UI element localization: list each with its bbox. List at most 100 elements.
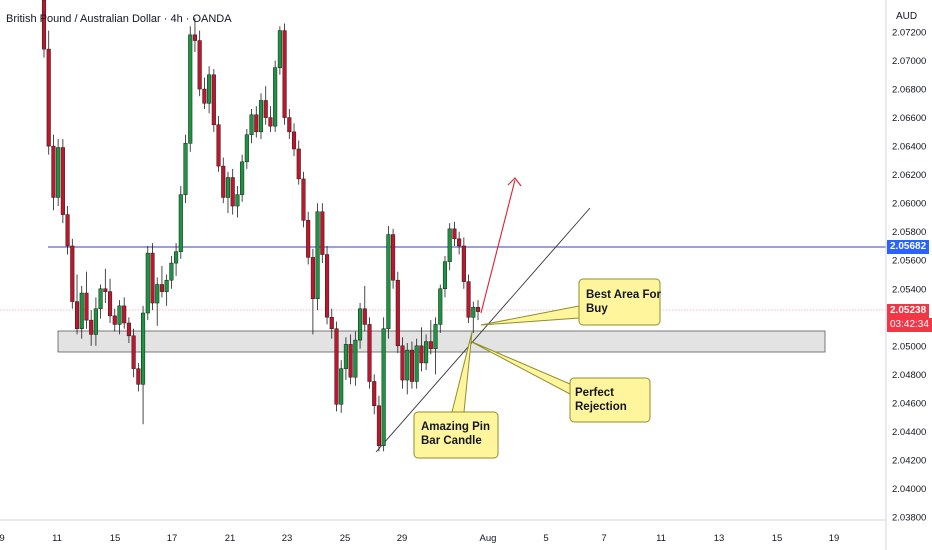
candle-body bbox=[334, 328, 339, 405]
time-tick-label: 23 bbox=[282, 533, 293, 544]
candle bbox=[409, 341, 415, 389]
candle-body bbox=[438, 288, 443, 325]
candle-body bbox=[235, 194, 240, 207]
candle-body bbox=[339, 368, 344, 405]
candle-body bbox=[466, 281, 471, 318]
candle-body bbox=[372, 381, 377, 406]
time-tick-label: 5 bbox=[543, 533, 548, 544]
candle bbox=[240, 154, 245, 202]
candle bbox=[169, 255, 174, 289]
candle bbox=[174, 243, 179, 276]
candle-body bbox=[409, 349, 415, 382]
candle-body bbox=[89, 319, 94, 335]
price-tick-label: 2.06200 bbox=[892, 170, 926, 181]
candle-body bbox=[400, 345, 405, 381]
candle-body bbox=[353, 339, 358, 378]
candle-body bbox=[471, 307, 476, 318]
perfect-rejection-callout[interactable] bbox=[569, 377, 651, 423]
candle-body bbox=[362, 308, 367, 325]
candles-group bbox=[41, 0, 481, 452]
candle-body bbox=[169, 262, 174, 281]
candle-body bbox=[240, 161, 245, 195]
candle bbox=[291, 123, 297, 157]
candle bbox=[254, 106, 259, 138]
candle-body bbox=[202, 88, 207, 104]
candle-body bbox=[287, 117, 292, 133]
candle bbox=[391, 228, 396, 289]
candle bbox=[442, 255, 448, 298]
level-price-label: 2.05682 bbox=[887, 240, 930, 254]
candle bbox=[244, 129, 249, 169]
currency-label[interactable]: AUD bbox=[896, 11, 918, 22]
candle-body bbox=[457, 238, 462, 247]
candle-body bbox=[155, 284, 160, 304]
candle-body bbox=[174, 251, 179, 264]
chart-title: British Pound / Australian Dollar · 4h ·… bbox=[6, 13, 232, 25]
candle-body bbox=[46, 48, 51, 147]
candle bbox=[282, 23, 287, 125]
candle bbox=[475, 300, 481, 321]
candle bbox=[107, 278, 113, 323]
candle bbox=[438, 284, 443, 333]
candle-body bbox=[107, 291, 113, 317]
candle bbox=[207, 66, 212, 114]
price-tick-label: 2.07200 bbox=[892, 28, 926, 39]
candle-body bbox=[93, 308, 98, 335]
candle bbox=[117, 300, 122, 335]
candle-body bbox=[41, 0, 47, 50]
candle-body bbox=[117, 305, 122, 325]
candle bbox=[306, 211, 311, 265]
candle-body bbox=[60, 147, 65, 215]
candle bbox=[225, 171, 231, 214]
candle bbox=[315, 203, 320, 311]
candle bbox=[235, 186, 240, 218]
candle-body bbox=[329, 317, 334, 329]
candle-body bbox=[324, 254, 330, 318]
pin-bar-callout[interactable] bbox=[413, 411, 499, 459]
candle-body bbox=[395, 279, 400, 347]
candle bbox=[405, 342, 410, 395]
time-tick-label: 21 bbox=[225, 533, 236, 544]
candle-body bbox=[442, 261, 448, 290]
price-tick-label: 2.05000 bbox=[892, 341, 926, 352]
candle-body bbox=[358, 308, 363, 341]
candle bbox=[296, 140, 301, 185]
candle-body bbox=[381, 328, 386, 446]
candle bbox=[358, 303, 363, 349]
candle bbox=[329, 308, 334, 339]
candle-body bbox=[188, 34, 193, 144]
candle-body bbox=[159, 284, 164, 292]
candle-body bbox=[475, 307, 481, 312]
candle bbox=[419, 327, 424, 372]
candle bbox=[414, 338, 419, 389]
candle bbox=[466, 274, 471, 323]
candle-body bbox=[141, 312, 146, 385]
time-tick-label: 13 bbox=[714, 533, 725, 544]
best-area-callout[interactable] bbox=[578, 278, 661, 326]
candle bbox=[122, 297, 127, 329]
candle-body bbox=[301, 178, 306, 221]
candle-body bbox=[164, 279, 169, 292]
candle-body bbox=[447, 228, 452, 262]
candle bbox=[221, 157, 226, 204]
candle bbox=[287, 109, 292, 139]
candle-body bbox=[348, 344, 353, 378]
candle bbox=[376, 395, 381, 452]
candle-body bbox=[258, 100, 264, 133]
candle-body bbox=[461, 245, 466, 282]
candle bbox=[348, 334, 353, 385]
candle bbox=[268, 106, 273, 132]
candle bbox=[249, 109, 254, 144]
candle-body bbox=[207, 74, 212, 104]
candle-body bbox=[419, 345, 424, 364]
candle bbox=[353, 331, 358, 386]
candle bbox=[126, 317, 131, 343]
candle bbox=[60, 138, 65, 224]
candle bbox=[277, 26, 282, 75]
time-tick-label: 19 bbox=[829, 533, 840, 544]
candle bbox=[56, 138, 61, 207]
time-tick-label: 25 bbox=[340, 533, 351, 544]
candle-body bbox=[103, 288, 108, 292]
price-tick-label: 2.06800 bbox=[892, 85, 926, 96]
